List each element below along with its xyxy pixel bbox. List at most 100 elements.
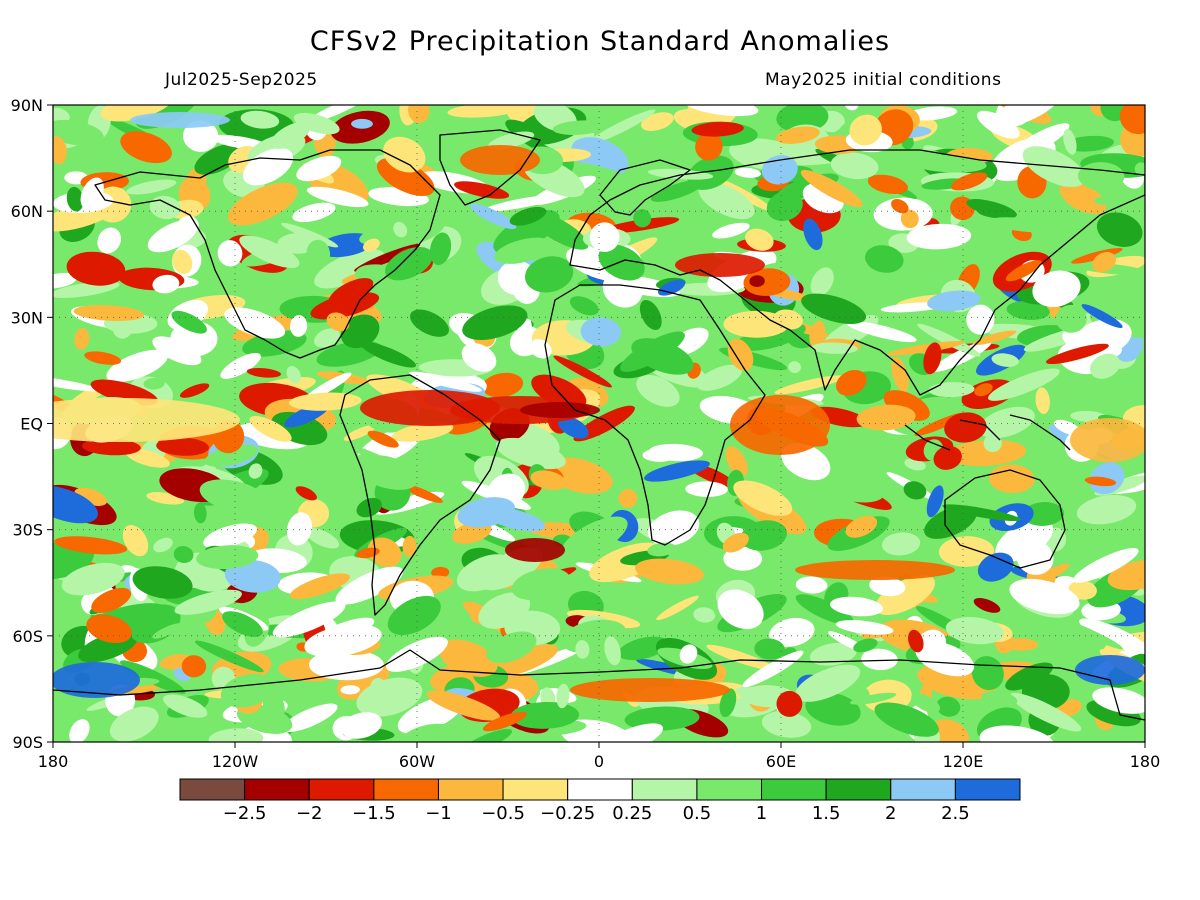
- anomaly-patch: [936, 696, 961, 717]
- anomaly-patch: [494, 237, 553, 264]
- anomaly-patch: [917, 323, 981, 357]
- anomaly-patch: [227, 182, 298, 226]
- anomaly-patch: [288, 392, 362, 411]
- anomaly-patch: [972, 330, 1017, 345]
- anomaly-patch: [289, 315, 308, 337]
- anomaly-patch: [86, 614, 132, 644]
- anomaly-patch: [53, 485, 98, 524]
- anomaly-patch: [930, 719, 970, 742]
- anomaly-patch: [112, 318, 133, 339]
- lon-tick-label: 60E: [766, 752, 796, 771]
- anomaly-patch: [1075, 655, 1145, 685]
- anomaly-patch: [393, 221, 408, 238]
- anomaly-patch: [776, 690, 803, 717]
- anomaly-patch: [891, 357, 909, 392]
- anomaly-patch: [524, 256, 574, 293]
- anomaly-patch: [120, 660, 186, 694]
- anomaly-patch: [193, 502, 207, 524]
- anomaly-patch: [636, 374, 680, 407]
- colorbar-label: 0.5: [683, 803, 712, 824]
- anomaly-patch: [647, 542, 677, 557]
- anomaly-patch: [66, 186, 84, 212]
- anomaly-patch: [462, 305, 528, 341]
- anomaly-patch: [305, 527, 340, 549]
- lon-tick-label: 60W: [399, 752, 435, 771]
- lat-tick-label: 30N: [11, 308, 43, 327]
- anomaly-patch: [845, 515, 878, 538]
- anomaly-field: [53, 105, 1145, 742]
- anomaly-patch: [727, 338, 754, 371]
- anomaly-patch: [850, 692, 897, 705]
- anomaly-patch: [461, 343, 497, 372]
- anomaly-patch: [830, 596, 883, 617]
- anomaly-patch: [754, 638, 785, 660]
- anomaly-patch: [774, 375, 845, 395]
- anomaly-patch: [352, 446, 411, 476]
- coastline-africa: [544, 284, 766, 546]
- colorbar-label: −2: [296, 803, 323, 824]
- anomaly-patch: [604, 636, 621, 666]
- anomaly-patch: [203, 523, 258, 549]
- anomaly-patch: [208, 728, 264, 742]
- anomaly-patch: [906, 223, 972, 250]
- anomaly-patch: [903, 481, 927, 500]
- anomaly-patch: [805, 692, 861, 726]
- anomaly-patch: [856, 404, 916, 431]
- colorbar: −2.5 −2 −1.5 −1 −0.5 −0.25 0.25 0.5 1 1.5 2 2.5: [179, 778, 1021, 824]
- anomaly-patch: [1092, 687, 1145, 714]
- anomaly-patch: [635, 558, 704, 585]
- anomaly-patch: [891, 199, 909, 214]
- anomaly-patch: [556, 683, 570, 709]
- anomaly-patch: [122, 524, 149, 557]
- graticule: [53, 105, 1145, 742]
- anomaly-patch: [947, 439, 1027, 467]
- anomaly-patch: [924, 505, 977, 539]
- anomaly-patch: [685, 481, 728, 498]
- anomaly-patch: [367, 430, 399, 448]
- anomaly-patch: [810, 267, 834, 297]
- anomaly-patch: [340, 314, 380, 349]
- anomaly-patch: [1076, 494, 1137, 525]
- anomaly-patch: [1002, 638, 1039, 651]
- anomaly-patch: [759, 469, 829, 514]
- anomaly-patch: [879, 150, 942, 166]
- anomaly-patch: [722, 532, 749, 553]
- anomaly-patch: [942, 504, 1021, 522]
- anomaly-patch: [383, 136, 426, 173]
- anomaly-patch: [163, 694, 208, 718]
- anomaly-patch: [306, 186, 369, 208]
- anomaly-patch: [589, 222, 620, 253]
- forecast-period: Jul2025-Sep2025: [165, 70, 318, 90]
- anomaly-patch: [950, 172, 988, 191]
- anomaly-patch: [991, 353, 1019, 367]
- anomaly-patch: [981, 691, 1018, 707]
- anomaly-patch: [69, 719, 90, 742]
- anomaly-patches: [53, 105, 1145, 742]
- anomaly-patch: [495, 437, 566, 470]
- anomaly-patch: [973, 598, 1001, 613]
- anomaly-patch: [761, 711, 812, 738]
- anomaly-patch: [988, 368, 1060, 401]
- anomaly-patch: [153, 537, 173, 553]
- anomaly-patch: [679, 644, 698, 664]
- anomaly-patch: [974, 383, 993, 397]
- anomaly-patch: [82, 438, 141, 456]
- colorbar-label: −2.5: [223, 803, 267, 824]
- anomaly-patch: [1063, 129, 1077, 155]
- anomaly-patch: [66, 251, 126, 286]
- colorbar-swatch: [308, 778, 375, 801]
- anomaly-patch: [749, 275, 765, 288]
- anomaly-patch: [966, 199, 1017, 219]
- anomaly-patch: [272, 601, 346, 638]
- anomaly-patch: [874, 702, 939, 737]
- anomaly-patch: [775, 126, 820, 144]
- anomaly-patch: [1093, 196, 1122, 206]
- anomaly-patch: [289, 573, 350, 600]
- coastline-australia: [944, 469, 1066, 569]
- colorbar-swatch: [567, 778, 633, 801]
- anomaly-patch: [966, 304, 995, 335]
- anomaly-patch: [926, 485, 944, 518]
- anomaly-patch: [156, 437, 209, 456]
- anomaly-patch: [510, 701, 580, 729]
- anomaly-patch: [693, 607, 716, 623]
